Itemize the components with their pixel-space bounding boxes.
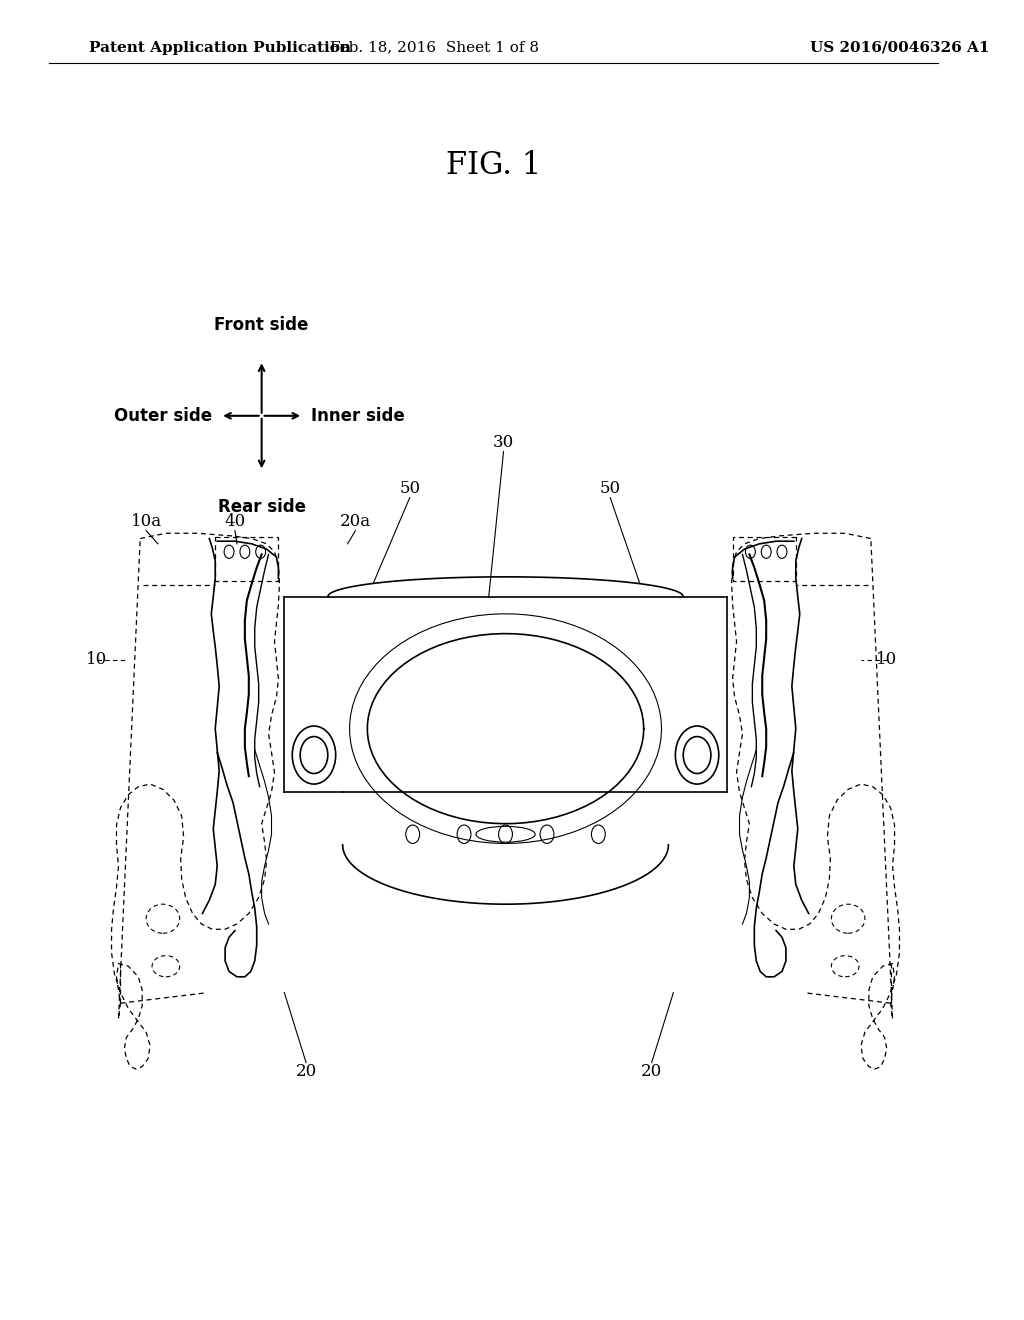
Text: FIG. 1: FIG. 1 [446,149,542,181]
Text: 30: 30 [493,434,514,450]
Text: Inner side: Inner side [311,407,404,425]
Text: 20: 20 [296,1064,316,1080]
Text: Feb. 18, 2016  Sheet 1 of 8: Feb. 18, 2016 Sheet 1 of 8 [330,41,539,54]
Text: 10: 10 [876,652,897,668]
Text: 20: 20 [641,1064,663,1080]
Text: Front side: Front side [214,315,309,334]
Text: Outer side: Outer side [114,407,212,425]
Text: 20a: 20a [340,513,371,529]
Text: Patent Application Publication: Patent Application Publication [89,41,351,54]
Text: 10a: 10a [131,513,162,529]
Text: 10: 10 [86,652,108,668]
Text: US 2016/0046326 A1: US 2016/0046326 A1 [810,41,989,54]
Text: 40: 40 [224,513,246,529]
Text: 50: 50 [399,480,420,496]
Text: Rear side: Rear side [218,498,305,516]
Text: 50: 50 [600,480,621,496]
